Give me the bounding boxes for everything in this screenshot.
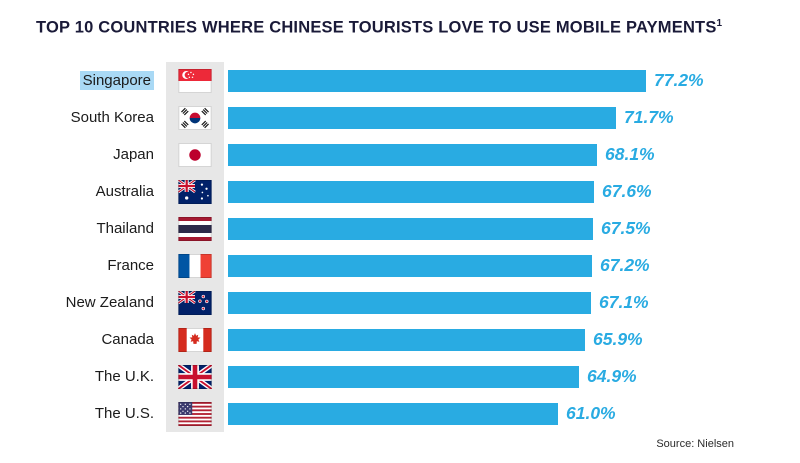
country-label-text: The U.K. [94,368,154,385]
chart-row: New Zealand 67.1% [36,284,704,321]
country-label-text: France [107,257,154,274]
chart-row: Canada 65.9% [36,321,704,358]
country-label-text: Canada [101,331,154,348]
bar [228,291,591,314]
chart-row: Singapore 77.2% [36,62,704,99]
country-label: South Korea [36,109,166,126]
bar-area: 67.5% [228,210,651,247]
chart-row: France 67.2% [36,247,704,284]
bar [228,143,597,166]
bar-chart: Singapore 77.2% South Korea 71.7% Japan … [36,62,704,432]
chart-row: Australia 67.6% [36,173,704,210]
country-label-text: Thailand [96,220,154,237]
flag-canada-icon [178,327,212,352]
flag-cell [166,284,224,321]
chart-row: Thailand 67.5% [36,210,704,247]
value-label: 68.1% [605,144,655,164]
country-label: Thailand [36,220,166,237]
flag-south-korea-icon [178,105,212,130]
flag-singapore-icon [178,68,212,93]
chart-title: TOP 10 COUNTRIES WHERE CHINESE TOURISTS … [36,18,722,38]
chart-title-text: TOP 10 COUNTRIES WHERE CHINESE TOURISTS … [36,18,717,37]
country-label: Singapore [36,71,166,90]
value-label: 65.9% [593,329,643,349]
country-label-text: The U.S. [94,405,154,422]
chart-row: Japan 68.1% [36,136,704,173]
bar-area: 67.1% [228,284,649,321]
bar-area: 65.9% [228,321,643,358]
flag-new-zealand-icon [178,290,212,315]
flag-cell [166,321,224,358]
country-label-text: New Zealand [65,294,154,311]
flag-cell [166,99,224,136]
chart-body: Singapore 77.2% South Korea 71.7% Japan … [36,62,704,432]
country-label: New Zealand [36,294,166,311]
bar [228,402,558,425]
bar-area: 67.6% [228,173,652,210]
chart-title-superscript: 1 [716,18,723,29]
flag-australia-icon [178,179,212,204]
flag-thailand-icon [178,216,212,241]
bar [228,69,646,92]
flag-cell [166,210,224,247]
bar-area: 71.7% [228,99,674,136]
flag-cell [166,173,224,210]
flag-cell [166,358,224,395]
chart-row: The U.S. 61.0% [36,395,704,432]
flag-us-icon [178,401,212,426]
flag-cell [166,136,224,173]
flag-france-icon [178,253,212,278]
bar-area: 61.0% [228,395,616,432]
value-label: 67.1% [599,292,649,312]
country-label-text: Australia [95,183,154,200]
country-label: Australia [36,183,166,200]
country-label: The U.S. [36,405,166,422]
flag-cell [166,395,224,432]
source-note: Source: Nielsen [656,438,734,450]
value-label: 61.0% [566,403,616,423]
flag-japan-icon [178,142,212,167]
bar-area: 64.9% [228,358,637,395]
value-label: 64.9% [587,366,637,386]
flag-cell [166,62,224,99]
flag-cell [166,247,224,284]
value-label: 77.2% [654,70,704,90]
flag-uk-icon [178,364,212,389]
bar [228,106,616,129]
country-label: Japan [36,146,166,163]
chart-row: The U.K. 64.9% [36,358,704,395]
country-label: Canada [36,331,166,348]
country-label-text: Singapore [79,71,154,90]
bar [228,254,592,277]
bar [228,180,594,203]
country-label-text: South Korea [70,109,154,126]
value-label: 67.6% [602,181,652,201]
value-label: 71.7% [624,107,674,127]
bar [228,365,579,388]
country-label: The U.K. [36,368,166,385]
bar [228,328,585,351]
value-label: 67.2% [600,255,650,275]
value-label: 67.5% [601,218,651,238]
country-label: France [36,257,166,274]
bar-area: 68.1% [228,136,655,173]
bar-area: 67.2% [228,247,650,284]
bar-area: 77.2% [228,62,704,99]
country-label-text: Japan [113,146,154,163]
chart-row: South Korea 71.7% [36,99,704,136]
bar [228,217,593,240]
